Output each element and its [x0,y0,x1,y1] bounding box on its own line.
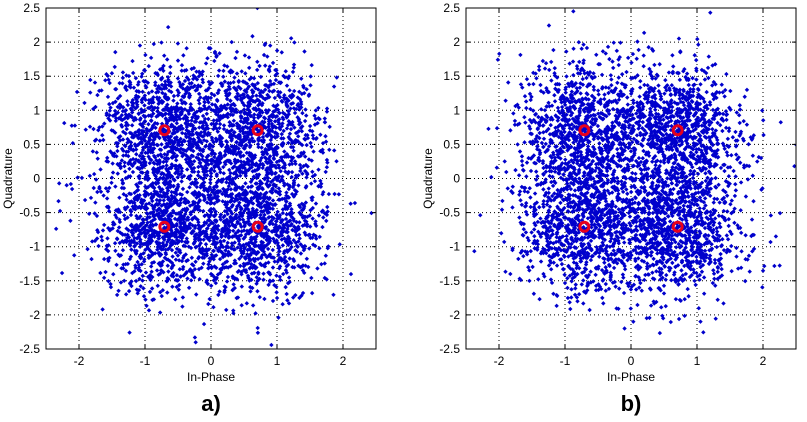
y-tick-label: -1 [29,240,40,254]
chart-panel-a: -2 -1 0 1 2 -2.5 -2 -1.5 -1 -0.5 0 0.5 1 1.5 2 2.5 In-Ph… [1,1,376,416]
x-tick-label: 0 [208,354,215,368]
x-tick-label: 1 [274,354,281,368]
y-tick-label: 1.5 [23,69,40,83]
y-tick-label: 2.5 [23,1,40,15]
y-tick-label: 2 [33,35,40,49]
panel-label: a) [201,391,221,416]
y-axis-label: Quadrature [1,148,15,209]
y-tick-label: 0.5 [23,137,40,151]
x-tick-label: -1 [140,354,151,368]
y-tick-label: -2.5 [19,342,40,356]
x-axis-label: In-Phase [187,370,235,384]
x-tick-label: -2 [74,354,85,368]
y-tick-label: -1.5 [19,274,40,288]
y-tick-label: 0 [33,172,40,186]
y-tick-label: -2 [29,308,40,322]
y-tick-label: 1 [33,103,40,117]
x-tick-label: 2 [340,354,347,368]
y-tick-label: -0.5 [19,206,40,220]
